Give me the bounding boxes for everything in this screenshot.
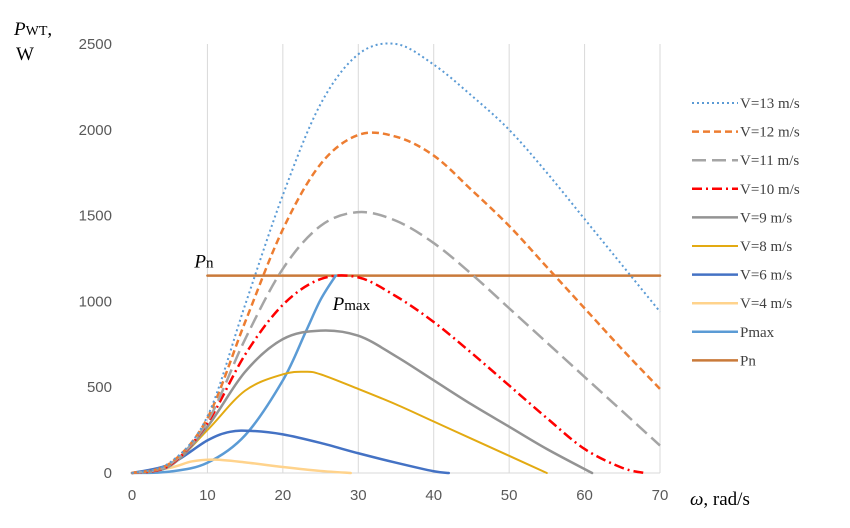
legend-entry-pmax: Pmax [740,325,775,341]
tick-labels: 0 10 20 30 40 50 60 70 0 500 1000 1500 2000 2500 [79,36,669,504]
series-line-v-10-m-s [131,274,646,475]
y-tick-label-500: 500 [87,379,112,396]
legend-entry-pn: Pn [740,353,756,369]
annotation-pn-main: P [193,252,206,273]
y-tick-label-1000: 1000 [79,293,112,310]
y-axis-unit: W [16,44,34,65]
annotation-pn: Pn [193,252,214,273]
annotation-pmax-sub: max [344,298,370,314]
x-tick-label-50: 50 [501,487,518,504]
series-line-v-8-m-s [131,370,548,474]
legend-entry-v-10-m-s: V=10 m/s [740,182,800,198]
axis-titles: PWT, W ω, rad/s [13,19,750,510]
x-tick-label-70: 70 [652,487,669,504]
legend-entry-v-4-m-s: V=4 m/s [740,296,792,312]
annotation-pmax: Pmax [332,294,371,315]
legend-entry-v-13-m-s: V=13 m/s [740,96,800,112]
x-tick-label-20: 20 [275,487,292,504]
series-line-v-6-m-s [130,429,451,475]
series-lines [130,42,662,475]
x-axis-title-rest: , rad/s [703,489,749,510]
series-line-v-4-m-s [130,458,352,475]
x-tick-label-0: 0 [128,487,136,504]
annotation-pn-sub: n [206,256,214,272]
grid-lines [206,44,661,473]
legend-entry-v-9-m-s: V=9 m/s [740,210,792,226]
legend: V=13 m/s V=12 m/s V=11 m/s V=10 m/s V=9 m/s V… [692,96,800,369]
x-tick-label-30: 30 [350,487,367,504]
y-axis-title-suffix: , [47,19,52,40]
series-line-v-11-m-s [131,210,661,475]
x-axis-title: ω, rad/s [690,489,750,510]
series-line-pmax [130,274,337,475]
series-line-v-9-m-s [130,329,594,475]
x-tick-label-10: 10 [199,487,216,504]
y-tick-label-1500: 1500 [79,208,112,225]
y-tick-label-2000: 2000 [79,122,112,139]
legend-entry-v-12-m-s: V=12 m/s [740,125,800,141]
y-tick-label-0: 0 [104,465,112,482]
legend-entry-v-11-m-s: V=11 m/s [740,153,799,169]
x-tick-label-60: 60 [576,487,593,504]
y-axis-title-sub: WT [26,24,48,39]
series-line-v-13-m-s [131,42,661,474]
x-tick-label-40: 40 [425,487,442,504]
legend-entry-v-6-m-s: V=6 m/s [740,268,792,284]
y-tick-label-2500: 2500 [79,36,112,53]
series-line-v-12-m-s [131,131,661,475]
y-axis-title-main: P [13,19,26,40]
x-axis-title-symbol: ω [690,489,703,510]
legend-entry-v-8-m-s: V=8 m/s [740,239,792,255]
y-axis-title: PWT, [13,19,52,40]
annotation-pmax-main: P [332,294,345,315]
